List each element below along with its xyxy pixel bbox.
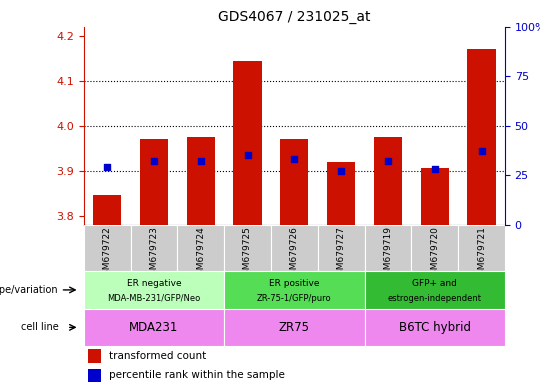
Text: MDA-MB-231/GFP/Neo: MDA-MB-231/GFP/Neo	[107, 294, 200, 303]
Text: GSM679725: GSM679725	[243, 227, 252, 281]
Bar	[458, 225, 505, 271]
Bar	[131, 225, 177, 271]
Text: GSM679723: GSM679723	[150, 227, 158, 281]
Text: MDA231: MDA231	[129, 321, 179, 334]
Bar	[177, 225, 224, 271]
Bar	[364, 271, 505, 309]
Point	[337, 168, 346, 174]
Bar	[84, 271, 224, 309]
Text: GSM679719: GSM679719	[383, 227, 393, 281]
Point	[103, 164, 111, 170]
Point	[243, 152, 252, 159]
Point	[150, 158, 158, 164]
Point	[197, 158, 205, 164]
Bar	[140, 139, 168, 225]
Point	[430, 166, 439, 172]
Text: genotype/variation: genotype/variation	[0, 285, 58, 295]
Bar	[93, 195, 121, 225]
Point	[477, 148, 486, 154]
Title: GDS4067 / 231025_at: GDS4067 / 231025_at	[218, 10, 370, 25]
Bar	[187, 137, 215, 225]
Text: cell line: cell line	[21, 322, 58, 333]
Bar	[364, 309, 505, 346]
Bar	[84, 309, 224, 346]
Text: GSM679726: GSM679726	[290, 227, 299, 281]
Bar	[271, 225, 318, 271]
Bar	[374, 137, 402, 225]
Bar	[224, 309, 364, 346]
Bar	[468, 50, 496, 225]
Text: GSM679727: GSM679727	[336, 227, 346, 281]
Text: GSM679722: GSM679722	[103, 227, 112, 281]
Text: GSM679721: GSM679721	[477, 227, 486, 281]
Point	[290, 156, 299, 162]
Text: GSM679724: GSM679724	[196, 227, 205, 281]
Bar	[88, 349, 100, 363]
Text: ZR75: ZR75	[279, 321, 310, 334]
Text: B6TC hybrid: B6TC hybrid	[399, 321, 471, 334]
Bar	[327, 162, 355, 225]
Bar	[411, 225, 458, 271]
Text: ER negative: ER negative	[126, 278, 181, 288]
Bar	[224, 225, 271, 271]
Text: percentile rank within the sample: percentile rank within the sample	[109, 370, 285, 381]
Bar	[280, 139, 308, 225]
Text: ZR-75-1/GFP/puro: ZR-75-1/GFP/puro	[257, 294, 332, 303]
Bar	[233, 61, 261, 225]
Text: ER positive: ER positive	[269, 278, 320, 288]
Bar	[224, 271, 364, 309]
Point	[383, 158, 392, 164]
Bar	[88, 369, 100, 382]
Text: estrogen-independent: estrogen-independent	[388, 294, 482, 303]
Bar	[84, 225, 131, 271]
Text: GSM679720: GSM679720	[430, 227, 439, 281]
Bar	[318, 225, 364, 271]
Text: GFP+ and: GFP+ and	[412, 278, 457, 288]
Bar	[421, 169, 449, 225]
Bar	[364, 225, 411, 271]
Text: transformed count: transformed count	[109, 351, 206, 361]
